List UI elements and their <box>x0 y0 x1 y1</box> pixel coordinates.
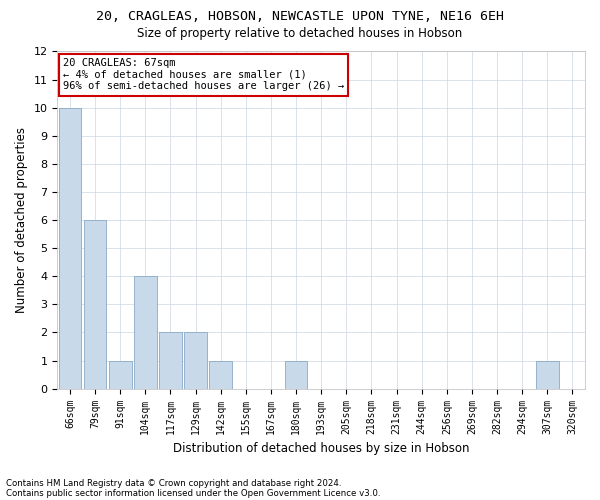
Bar <box>134 276 157 388</box>
Text: Contains public sector information licensed under the Open Government Licence v3: Contains public sector information licen… <box>6 488 380 498</box>
Text: Contains HM Land Registry data © Crown copyright and database right 2024.: Contains HM Land Registry data © Crown c… <box>6 478 341 488</box>
Text: Size of property relative to detached houses in Hobson: Size of property relative to detached ho… <box>137 28 463 40</box>
Bar <box>536 360 559 388</box>
Bar <box>209 360 232 388</box>
X-axis label: Distribution of detached houses by size in Hobson: Distribution of detached houses by size … <box>173 442 469 455</box>
Bar <box>285 360 307 388</box>
Bar <box>159 332 182 388</box>
Text: 20, CRAGLEAS, HOBSON, NEWCASTLE UPON TYNE, NE16 6EH: 20, CRAGLEAS, HOBSON, NEWCASTLE UPON TYN… <box>96 10 504 23</box>
Bar <box>184 332 207 388</box>
Text: 20 CRAGLEAS: 67sqm
← 4% of detached houses are smaller (1)
96% of semi-detached : 20 CRAGLEAS: 67sqm ← 4% of detached hous… <box>62 58 344 92</box>
Bar <box>84 220 106 388</box>
Bar <box>109 360 131 388</box>
Bar <box>59 108 81 388</box>
Y-axis label: Number of detached properties: Number of detached properties <box>15 127 28 313</box>
